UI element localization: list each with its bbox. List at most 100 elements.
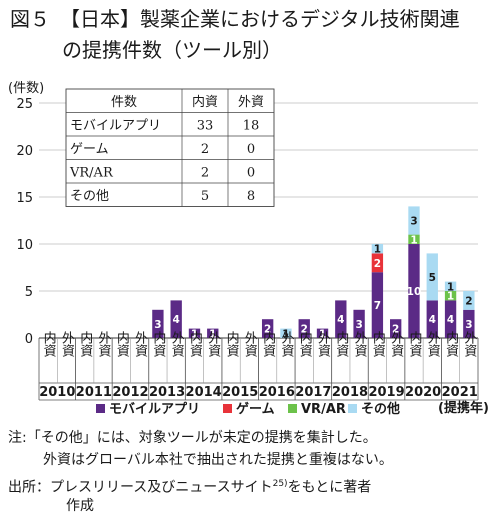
x-subcategory-label: 内資 (224, 330, 240, 357)
inset-table-cell: VR/AR (69, 166, 114, 181)
x-subcategory-label: 内資 (297, 330, 313, 357)
x-subcategory-label: 内資 (187, 330, 203, 357)
inset-table-header: 外資 (238, 95, 264, 110)
y-tick-label: 10 (16, 238, 33, 253)
bar-segment (152, 309, 164, 338)
bar-segment (371, 253, 384, 273)
inset-table-cell: 0 (247, 166, 255, 181)
bar-segment (444, 291, 457, 301)
bar-segment (463, 309, 475, 338)
x-year-label: 2016 (259, 385, 295, 400)
x-subcategory-label: 内資 (77, 330, 93, 357)
bar-data-label: 3 (355, 319, 362, 331)
x-year-label: 2018 (332, 385, 368, 400)
x-subcategory-label: 外資 (96, 331, 112, 357)
x-subcategory-label: 外資 (59, 331, 75, 357)
x-subcategory-label: 内資 (41, 330, 57, 357)
source-text: 出所：プレスリリース及びニュースサイト (8, 479, 273, 496)
bar-segment (390, 319, 402, 338)
bar-data-label: 2 (301, 324, 308, 336)
bar-segment (463, 291, 475, 310)
inset-table-cell: 33 (197, 119, 214, 134)
bar-data-label: 3 (465, 319, 472, 331)
bar-segment (353, 309, 365, 338)
y-tick-label: 0 (25, 332, 33, 347)
x-year-label: 2010 (39, 385, 75, 400)
source-line2: 作成 (66, 498, 94, 514)
x-subcategory-label: 外資 (205, 331, 221, 357)
inset-table-cell: 0 (247, 142, 255, 157)
y-axis-label: (件数) (8, 81, 44, 96)
x-year-label: 2012 (112, 385, 148, 400)
x-subcategory-label: 外資 (169, 331, 185, 357)
bar-segment (280, 328, 292, 338)
legend-swatch (288, 404, 297, 413)
x-subcategory-label: 内資 (443, 330, 459, 357)
x-subcategory-label: 外資 (278, 331, 294, 357)
x-subcategory-label: 内資 (114, 330, 130, 357)
inset-table-header: 内資 (192, 94, 218, 110)
bar-segment (371, 272, 384, 338)
inset-table-cell: 2 (201, 142, 209, 157)
x-subcategory-label: 外資 (388, 331, 404, 357)
legend-label: VR/AR (301, 402, 346, 417)
inset-table-cell: モバイルアプリ (70, 119, 161, 134)
note-line2: 外資はグローバル本社で抽出された提携と重複はない。 (43, 452, 393, 468)
x-subcategory-label: 内資 (150, 330, 166, 357)
x-year-label: 2017 (295, 385, 331, 400)
bar-data-label: 4 (173, 314, 180, 326)
bar-segment (298, 319, 310, 338)
x-subcategory-label: 内資 (333, 330, 349, 357)
x-subcategory-label: 外資 (425, 331, 441, 357)
x-subcategory-label: 内資 (406, 330, 422, 357)
x-subcategory-label: 外資 (242, 331, 258, 357)
bar-segment (335, 300, 347, 338)
bar-data-label: 4 (429, 314, 436, 326)
bar-data-label: 3 (410, 216, 417, 228)
source-ref: 25) (272, 479, 288, 489)
inset-table-cell: その他 (70, 189, 109, 204)
x-subcategory-label: 外資 (315, 331, 331, 357)
inset-table-cell: ゲーム (70, 142, 109, 157)
source-text-suffix: をもとに著者 (287, 479, 372, 496)
inset-table-cell: 2 (201, 166, 209, 181)
bar-data-label: 1 (191, 328, 198, 340)
bar-segment (408, 206, 420, 235)
bar-segment (371, 244, 384, 254)
bar-segment (408, 234, 420, 244)
bar-data-label: 3 (154, 319, 161, 331)
x-year-label: 2021 (442, 385, 478, 400)
inset-table-cell: 8 (247, 189, 255, 204)
bar-data-label: 4 (447, 314, 454, 326)
legend-label: ゲーム (236, 401, 275, 417)
inset-table-cell: 18 (243, 119, 260, 134)
inset-table-frame (65, 88, 275, 207)
x-year-label: 2020 (405, 385, 441, 400)
bar-data-label: 2 (264, 324, 271, 336)
x-subcategory-label: 内資 (260, 330, 276, 357)
bar-data-label: 10 (407, 286, 422, 298)
x-year-label: 2015 (222, 385, 258, 400)
bar-segment (444, 300, 457, 338)
legend-swatch (96, 404, 105, 413)
legend-label: モバイルアプリ (109, 402, 200, 417)
inset-table-header: 件数 (111, 95, 137, 110)
bar-data-label: 7 (374, 300, 381, 312)
bar-data-label: 1 (374, 244, 381, 256)
note-line1: 注:「その他」には、対象ツールが未定の提携を集計した。 (8, 430, 377, 446)
bar-segment (207, 328, 219, 338)
x-subcategory-label: 外資 (352, 331, 368, 357)
bar-segment (444, 281, 457, 291)
bar-segment (261, 319, 274, 338)
legend-swatch (348, 404, 357, 413)
x-subcategory-label: 内資 (370, 330, 386, 357)
bar-segment (188, 328, 201, 338)
bar-segment (316, 328, 329, 338)
figure-title-line1: 図５ 【日本】製薬企業におけるデジタル技術関連 (10, 7, 460, 31)
bar-segment (408, 244, 420, 338)
x-subcategory-label: 外資 (461, 331, 477, 357)
x-axis-label: (提携年) (438, 400, 489, 416)
bar-data-label: 2 (392, 324, 399, 336)
bar-data-label: 5 (429, 272, 436, 284)
bar-data-label: 2 (465, 295, 472, 307)
